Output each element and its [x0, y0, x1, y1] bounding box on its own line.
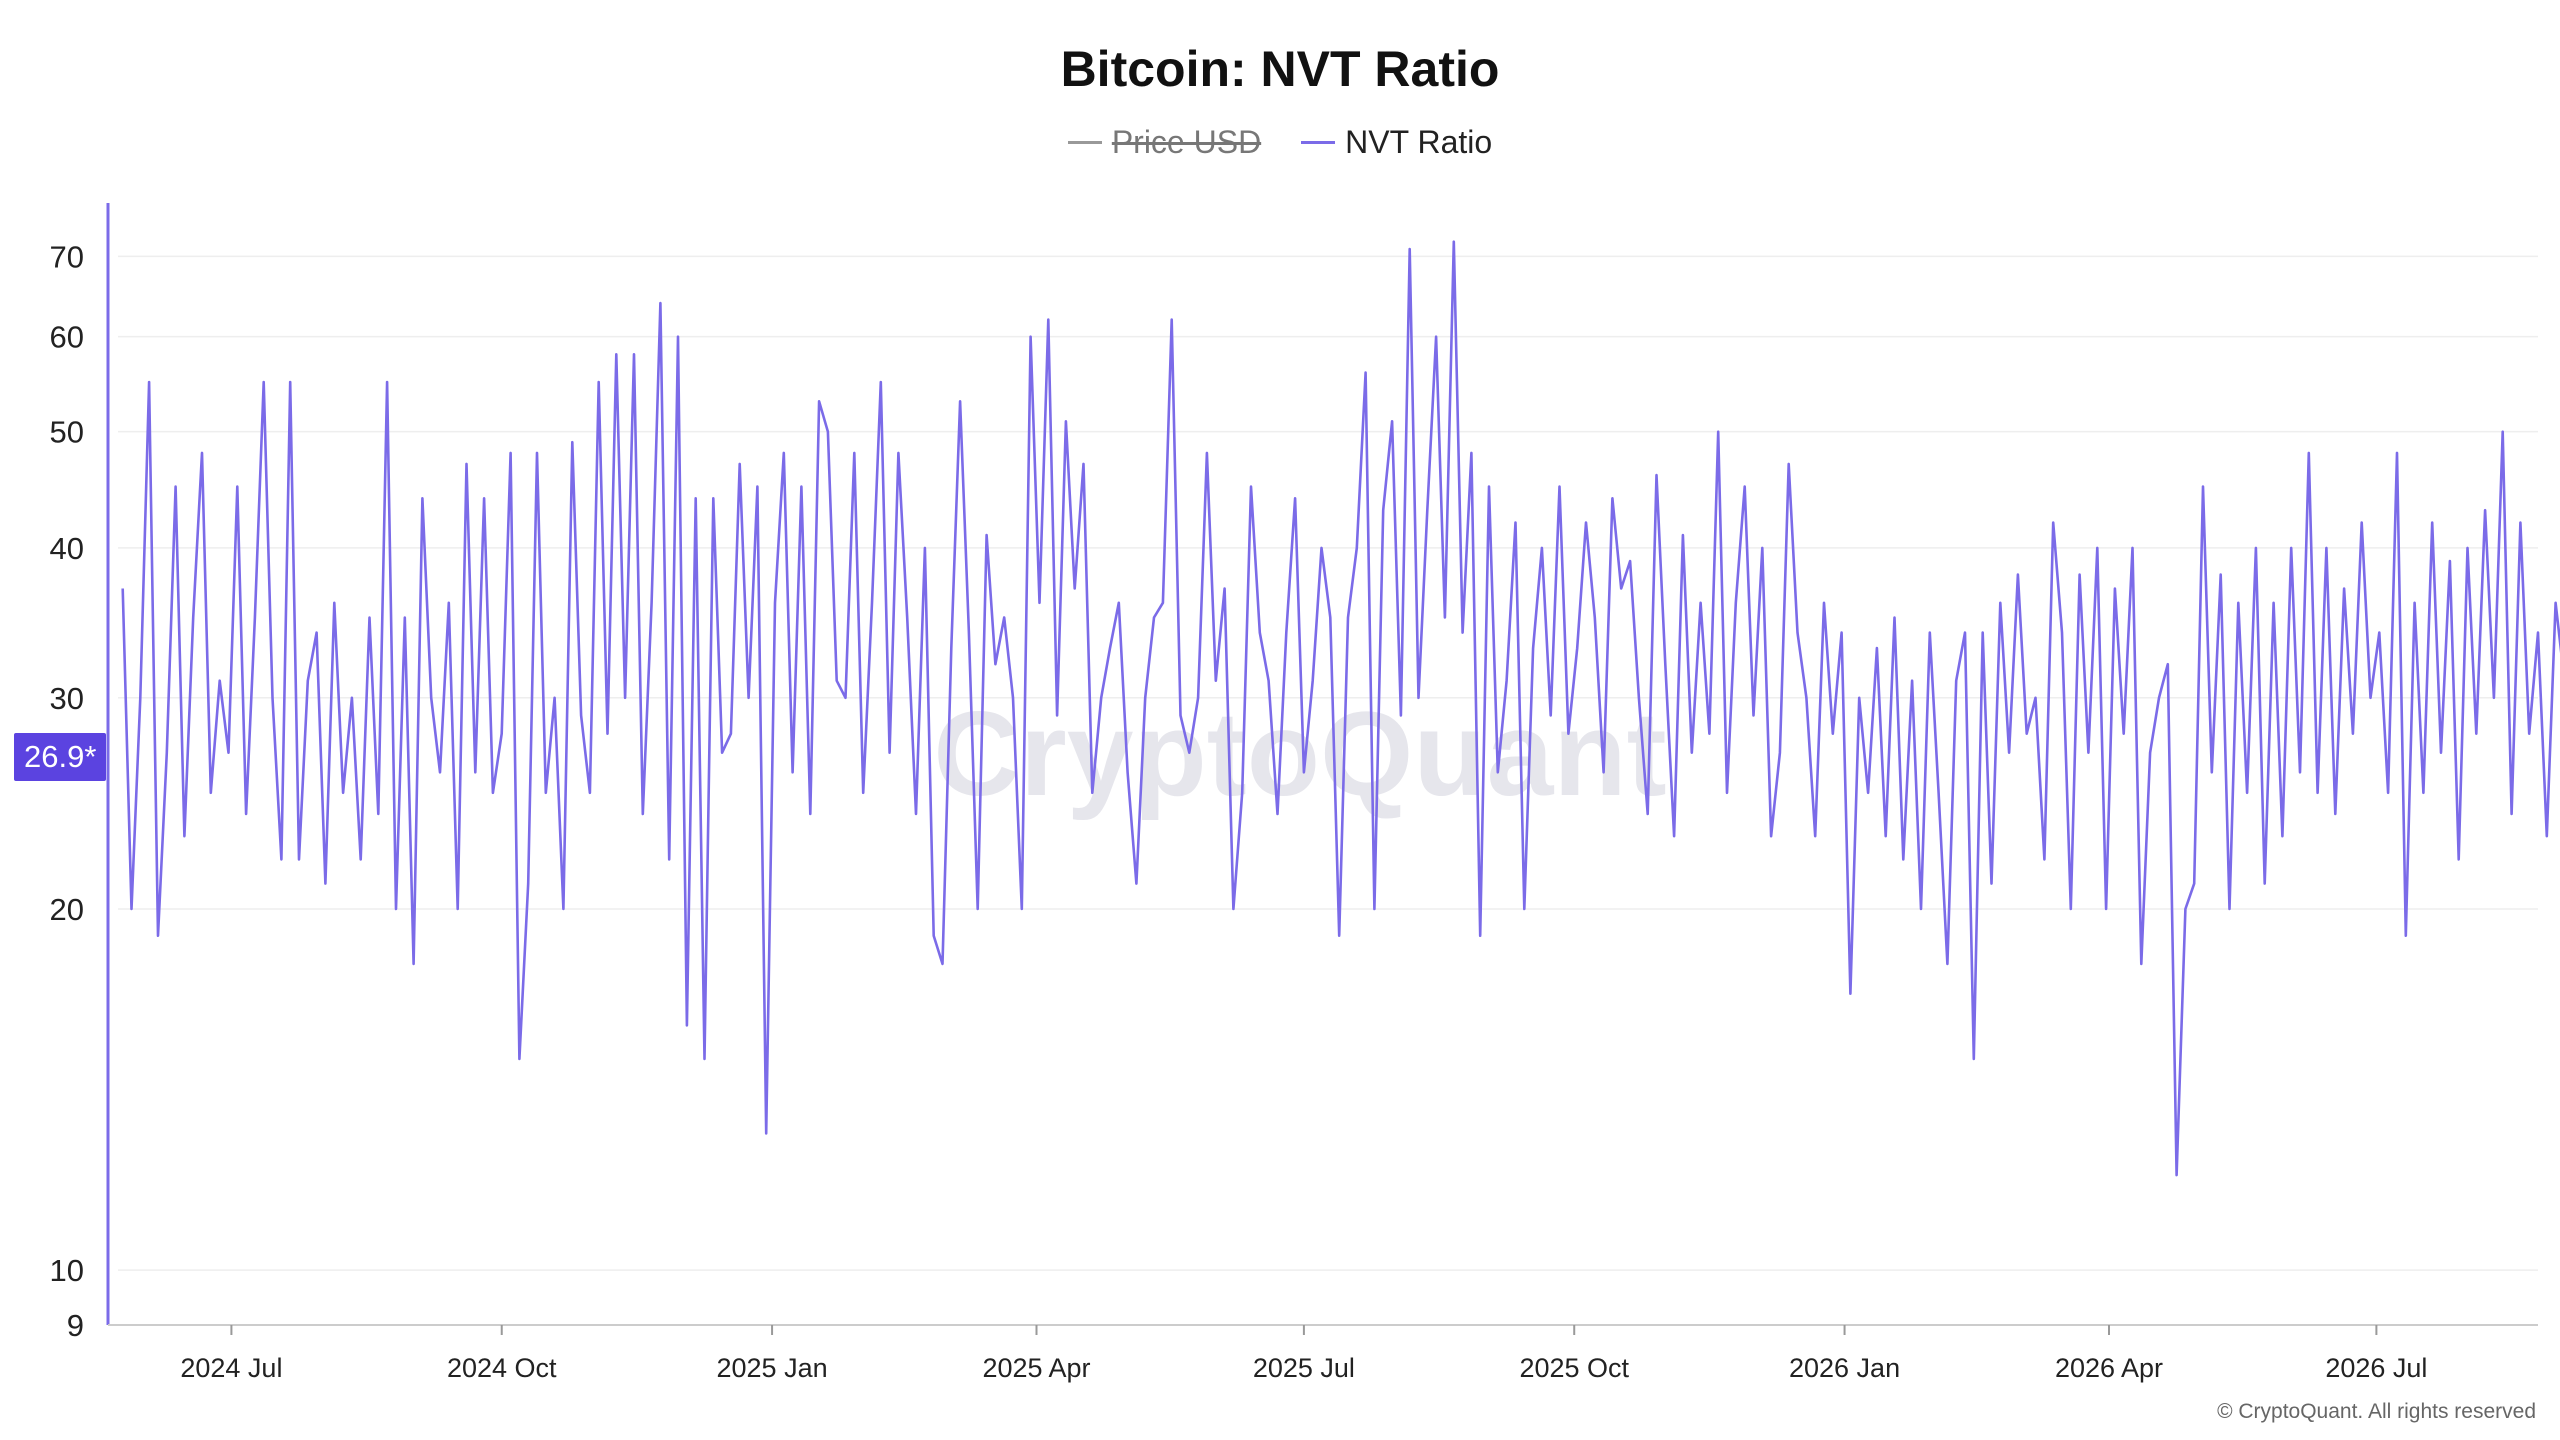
legend-swatch-price-usd: [1067, 141, 1102, 144]
legend-label-price-usd: Price USD: [1111, 124, 1262, 160]
y-tick-label: 50: [50, 415, 84, 450]
chart-title: Bitcoin: NVT Ratio: [1060, 41, 1500, 97]
copyright-text: © CryptoQuant. All rights reserved: [2217, 1400, 2536, 1423]
y-tick-label: 9: [67, 1308, 84, 1343]
x-tick-label: 2025 Apr: [982, 1353, 1090, 1383]
x-tick-label: 2026 Apr: [2055, 1353, 2163, 1383]
y-tick-label: 40: [50, 531, 84, 566]
y-tick-label: 60: [50, 320, 84, 355]
x-tick-label: 2024 Jul: [180, 1353, 282, 1383]
axes: 9 10 20 30 40 50 60 70 2024 Jul 2024 Oct 2025 Jan 2…: [50, 203, 2538, 1383]
x-tick-label: 2025 Jan: [717, 1353, 828, 1383]
y-tick-label: 10: [50, 1253, 84, 1288]
legend-swatch-nvt-ratio: [1301, 141, 1336, 144]
x-tick-label: 2025 Oct: [1519, 1353, 1629, 1383]
x-tick-label: 2026 Jan: [1789, 1353, 1900, 1383]
y-tick-label: 20: [50, 892, 84, 927]
y-tick-label: 30: [50, 681, 84, 716]
legend: Price USD NVT Ratio: [0, 124, 2560, 161]
series-layer: [121, 240, 2560, 1177]
watermark: CryptoQuant: [933, 687, 1666, 821]
legend-label-nvt-ratio: NVT Ratio: [1345, 124, 1493, 160]
x-tick-label: 2026 Jul: [2325, 1353, 2427, 1383]
x-tick-label: 2024 Oct: [447, 1353, 557, 1383]
x-tick-label: 2025 Jul: [1253, 1353, 1355, 1383]
legend-item-price-usd[interactable]: Price USD: [1067, 124, 1262, 161]
y-tick-label: 70: [50, 239, 84, 274]
current-value-badge: 26.9*: [14, 733, 107, 781]
legend-item-nvt-ratio[interactable]: NVT Ratio: [1301, 124, 1492, 161]
series-line-nvt-ratio: [121, 240, 2560, 1177]
